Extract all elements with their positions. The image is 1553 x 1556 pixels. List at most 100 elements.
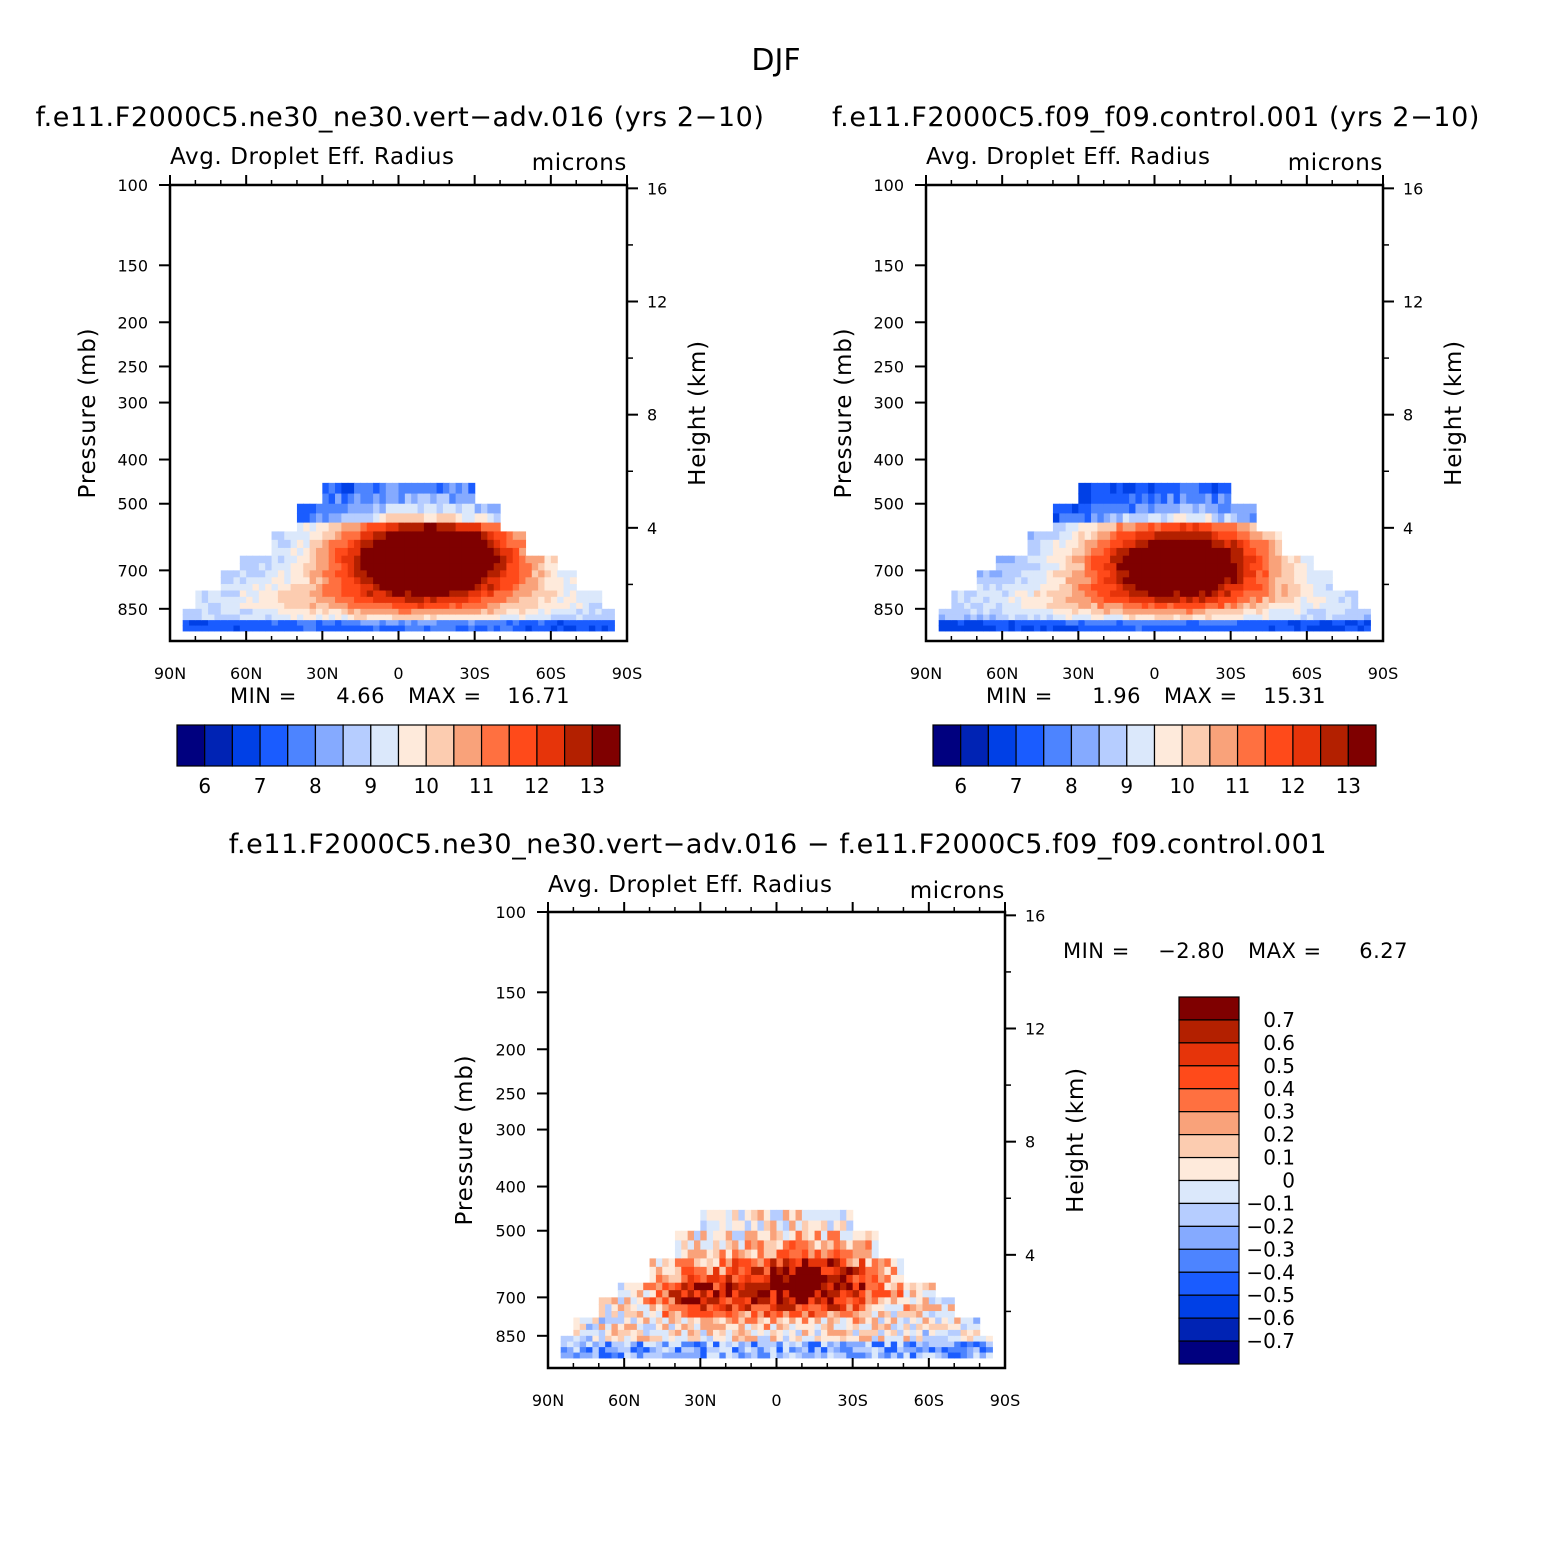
heatmap-cell [966,1335,974,1343]
heatmap-cell [1179,555,1187,564]
heatmap-cell [846,1352,854,1359]
heatmap-cell [392,608,400,616]
y-tick-label: 850 [873,600,904,619]
heatmap-cell [605,1323,613,1331]
heatmap-cell [442,620,450,627]
heatmap-cell [398,522,406,533]
heatmap-cell [643,1311,651,1319]
heatmap-cell [1129,547,1137,557]
heatmap-cell [935,1323,943,1331]
heatmap-cell [687,1323,695,1331]
heatmap-cell [713,1240,720,1251]
heatmap-cell [1287,555,1295,564]
heatmap-cell [208,596,216,604]
heatmap-cell [373,555,381,564]
heatmap-cell [347,577,355,585]
heatmap-cell [1237,608,1244,616]
heatmap-cell [411,482,419,495]
heatmap-cell [827,1249,835,1260]
heatmap-cell [1167,625,1175,632]
heatmap-cell [995,602,1003,610]
heatmap-cell [916,1329,924,1337]
heatmap-cell [500,547,508,557]
heatmap-cell [398,503,406,514]
heatmap-cell [512,563,520,571]
heatmap-cell [341,614,349,621]
heatmap-cell [668,1335,676,1343]
heatmap-cell [1268,563,1276,571]
heatmap-cell [569,584,577,592]
heatmap-cell [757,1290,765,1298]
heatmap-cell [1103,531,1111,541]
heatmap-cell [1275,539,1283,549]
heatmap-cell [474,555,482,564]
heatmap-cell [423,620,431,627]
heatmap-cell [579,1335,587,1343]
heatmap-cell [586,1317,594,1325]
heatmap-cell [941,1329,949,1337]
heatmap-cell [852,1258,860,1268]
heatmap-cell [859,1329,866,1337]
heatmap-cell [897,1297,905,1305]
heatmap-cell [1173,493,1181,505]
heatmap-cell [586,1323,594,1331]
heatmap-cell [744,1329,752,1337]
heatmap-cell [271,608,279,616]
heatmap-cell [871,1304,879,1312]
heatmap-cell [1313,577,1321,585]
heatmap-cell [1325,614,1333,621]
heatmap-cell [265,577,273,585]
heatmap-cell [398,570,406,578]
heatmap-cell [706,1347,714,1354]
heatmap-cell [865,1282,873,1291]
max-label: MAX = [408,684,482,708]
heatmap-cell [1040,620,1048,627]
heatmap-cell [1065,503,1073,514]
heatmap-cell [763,1220,771,1232]
heatmap-cell [379,596,387,604]
heatmap-cell [531,584,539,592]
heatmap-cell [366,596,374,604]
heatmap-cell [1129,602,1137,610]
heatmap-cell [239,555,247,564]
heatmap-cell [1141,555,1149,564]
heatmap-cell [366,555,374,564]
heatmap-cell [347,563,355,571]
heatmap-cell [335,608,342,616]
heatmap-cell [890,1274,898,1284]
heatmap-cell [789,1335,797,1343]
heatmap-cell [1192,539,1200,549]
heatmap-cell [789,1240,797,1251]
heatmap-cell [1281,570,1289,578]
heatmap-cell [922,1352,930,1359]
heatmap-cell [964,596,972,604]
heatmap-cell [1363,620,1371,627]
heatmap-cell [1129,570,1137,578]
x-tick-label: 0 [771,1391,781,1410]
heatmap-cell [871,1352,879,1359]
heatmap-cell [1306,563,1314,571]
heatmap-cell [827,1352,835,1359]
heatmap-cell [1186,608,1194,616]
heatmap-cell [941,1347,949,1354]
heatmap-cell [519,555,527,564]
heatmap-cell [1268,539,1276,549]
heatmap-cell [782,1230,790,1241]
heatmap-cell [417,563,425,571]
heatmap-cell [649,1304,657,1312]
heatmap-cell [1186,602,1194,610]
heatmap-cell [366,608,374,616]
heatmap-cell [916,1352,924,1359]
heatmap-cell [417,503,425,514]
heatmap-cell [1313,620,1321,627]
heatmap-cell [1300,555,1308,564]
heatmap-cell [239,563,247,571]
heatmap-cell [525,614,533,621]
heatmap-cell [1033,555,1041,564]
heatmap-cell [713,1317,720,1325]
heatmap-cell [719,1266,727,1276]
heatmap-cell [1065,539,1073,549]
heatmap-cell [239,614,247,621]
heatmap-cell [1243,584,1251,592]
heatmap-cell [1097,577,1105,585]
